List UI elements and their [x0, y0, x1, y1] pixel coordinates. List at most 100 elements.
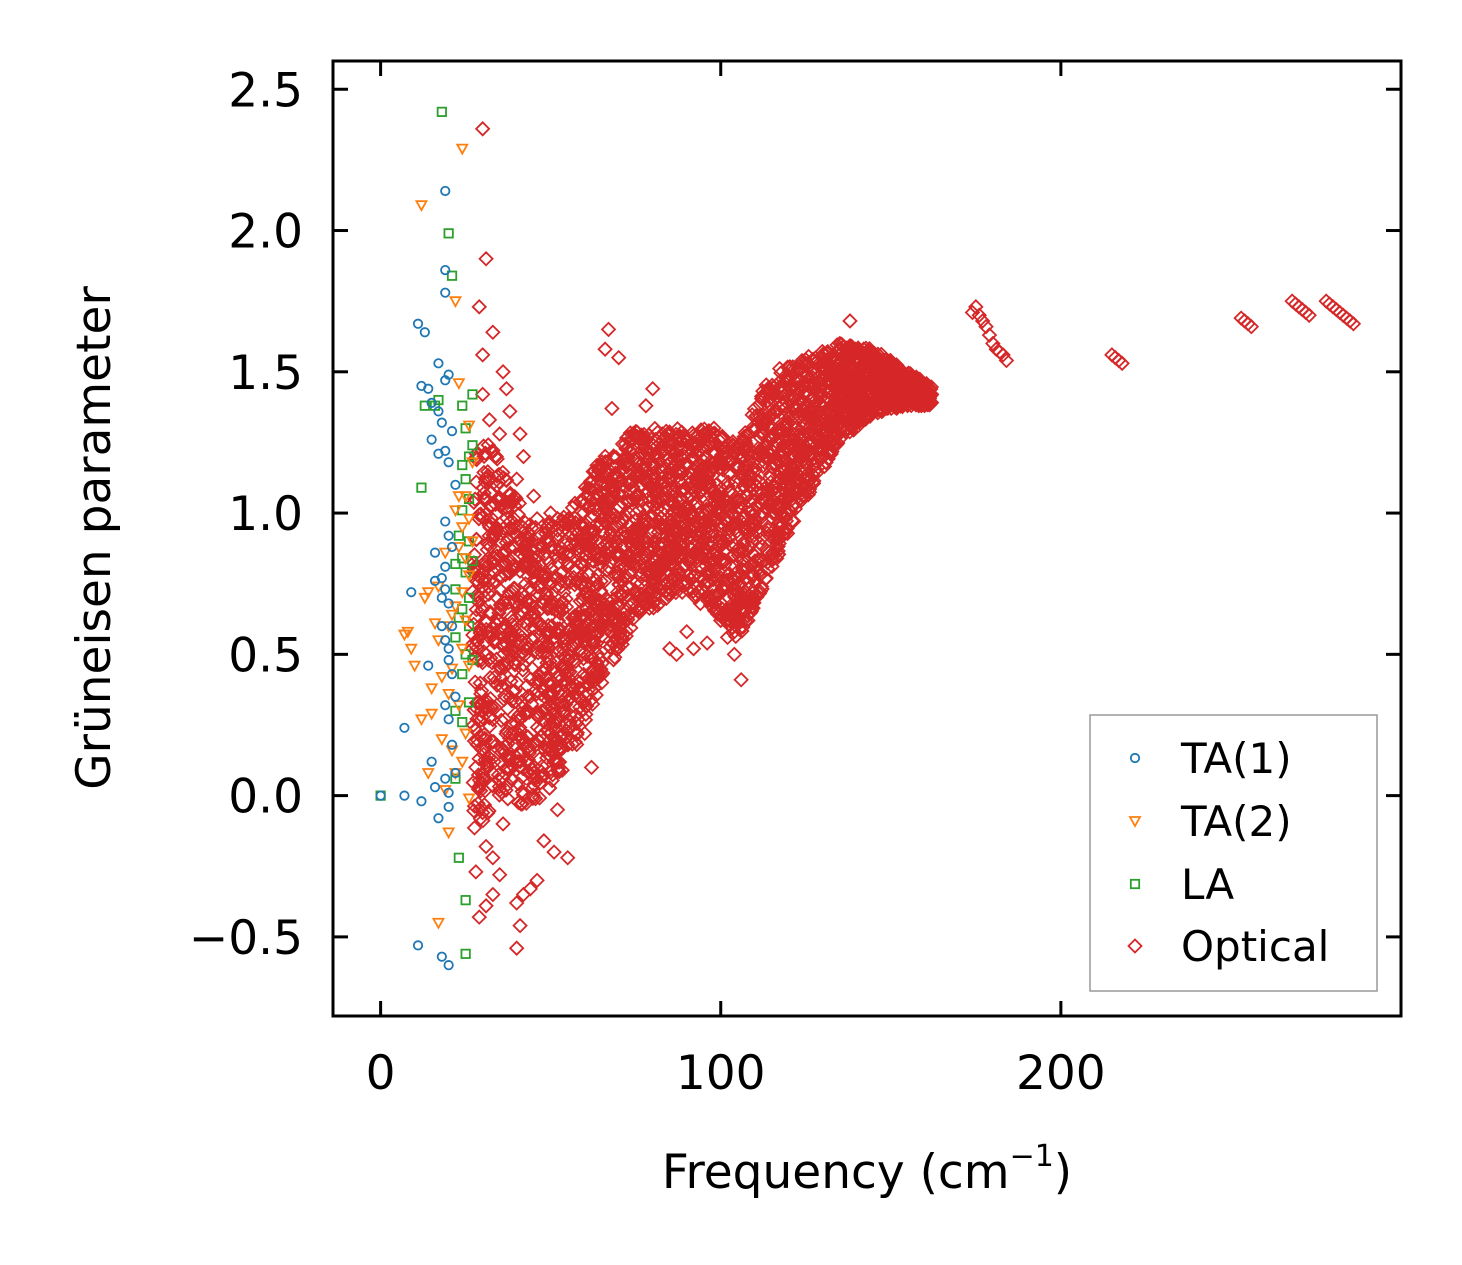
ta1-point	[446, 620, 458, 632]
optical-point	[693, 558, 709, 575]
optical-point	[525, 488, 542, 504]
optical-point	[735, 551, 752, 567]
optical-point	[794, 401, 811, 417]
optical-point	[508, 940, 525, 956]
optical-point	[763, 496, 780, 512]
optical-point	[594, 627, 610, 644]
optical-point	[746, 401, 763, 417]
optical-point	[548, 713, 564, 730]
optical-point	[748, 407, 765, 424]
optical-point	[725, 433, 741, 450]
optical-point	[678, 623, 695, 640]
optical-point	[826, 361, 842, 377]
optical-point	[498, 380, 515, 397]
ta1-point	[440, 264, 451, 276]
optical-point	[683, 465, 699, 482]
optical-point	[532, 564, 548, 581]
x-tick-label: 100	[676, 1046, 766, 1101]
optical-point	[685, 583, 702, 600]
optical-point	[549, 801, 566, 818]
ta2-point	[421, 587, 435, 600]
optical-point	[502, 761, 519, 778]
optical-point	[759, 482, 776, 498]
optical-point	[708, 549, 725, 566]
optical-point	[770, 515, 786, 532]
ta2-point	[435, 734, 449, 746]
optical-point	[498, 725, 514, 742]
optical-point	[536, 703, 552, 719]
optical-point	[822, 350, 838, 367]
optical-point	[512, 426, 528, 442]
optical-point	[771, 471, 787, 488]
optical-point	[551, 543, 567, 559]
optical-point	[581, 497, 598, 514]
optical-point	[616, 511, 632, 527]
optical-point	[649, 491, 666, 507]
optical-point	[684, 568, 701, 585]
optical-point	[469, 573, 485, 590]
ta1-point	[429, 547, 441, 558]
optical-point	[520, 765, 537, 781]
optical-point	[995, 347, 1011, 363]
ta1-point	[443, 598, 454, 609]
optical-point	[721, 483, 738, 500]
ta1-point	[440, 700, 451, 711]
optical-point	[484, 554, 501, 571]
optical-point	[577, 526, 594, 543]
optical-point	[548, 654, 565, 671]
optical-point	[814, 349, 830, 365]
la-point	[460, 649, 471, 660]
optical-point	[633, 427, 650, 443]
ta2-point	[445, 609, 459, 622]
ta1-point	[443, 787, 454, 798]
y-tick-label: 2.0	[228, 205, 303, 260]
optical-point	[576, 645, 593, 661]
optical-point	[644, 380, 661, 397]
optical-point	[837, 397, 853, 413]
optical-point	[591, 668, 607, 685]
optical-point	[729, 596, 745, 613]
optical-point	[738, 470, 755, 487]
ta2-point	[414, 200, 428, 212]
optical-point	[735, 605, 752, 622]
ta1-point	[446, 669, 458, 680]
optical-point	[604, 635, 621, 651]
ta2-point	[455, 643, 469, 656]
optical-point	[823, 373, 839, 389]
optical-point	[495, 364, 511, 380]
optical-point	[702, 462, 718, 479]
ta1-point	[440, 584, 451, 595]
optical-point	[466, 494, 482, 511]
optical-point	[618, 430, 635, 446]
optical-point	[635, 521, 651, 537]
optical-point	[480, 694, 496, 710]
ta1-point	[436, 951, 447, 962]
optical-point	[553, 572, 569, 589]
optical-point	[621, 475, 638, 491]
optical-point	[780, 491, 797, 507]
optical-point	[667, 566, 683, 583]
optical-point	[923, 386, 940, 403]
ta1-point	[440, 773, 451, 784]
optical-point	[730, 500, 747, 517]
optical-point	[727, 516, 744, 532]
optical-point	[706, 512, 723, 528]
optical-point	[473, 799, 489, 816]
ta1-point	[443, 530, 454, 541]
optical-point	[754, 458, 771, 475]
optical-point	[597, 341, 613, 357]
optical-point	[500, 521, 517, 537]
x-axis-label-close: )	[1054, 1145, 1072, 1200]
optical-point	[507, 643, 524, 660]
x-axis-label: Frequency (cm−1)	[662, 1139, 1072, 1200]
optical-point	[525, 758, 542, 775]
optical-point	[580, 538, 597, 555]
optical-point	[511, 719, 528, 736]
optical-point	[514, 645, 531, 662]
optical-point	[570, 681, 587, 697]
optical-point	[597, 498, 614, 515]
optical-point	[557, 677, 574, 694]
optical-point	[498, 782, 514, 798]
optical-point	[504, 648, 521, 665]
optical-point	[533, 616, 549, 633]
